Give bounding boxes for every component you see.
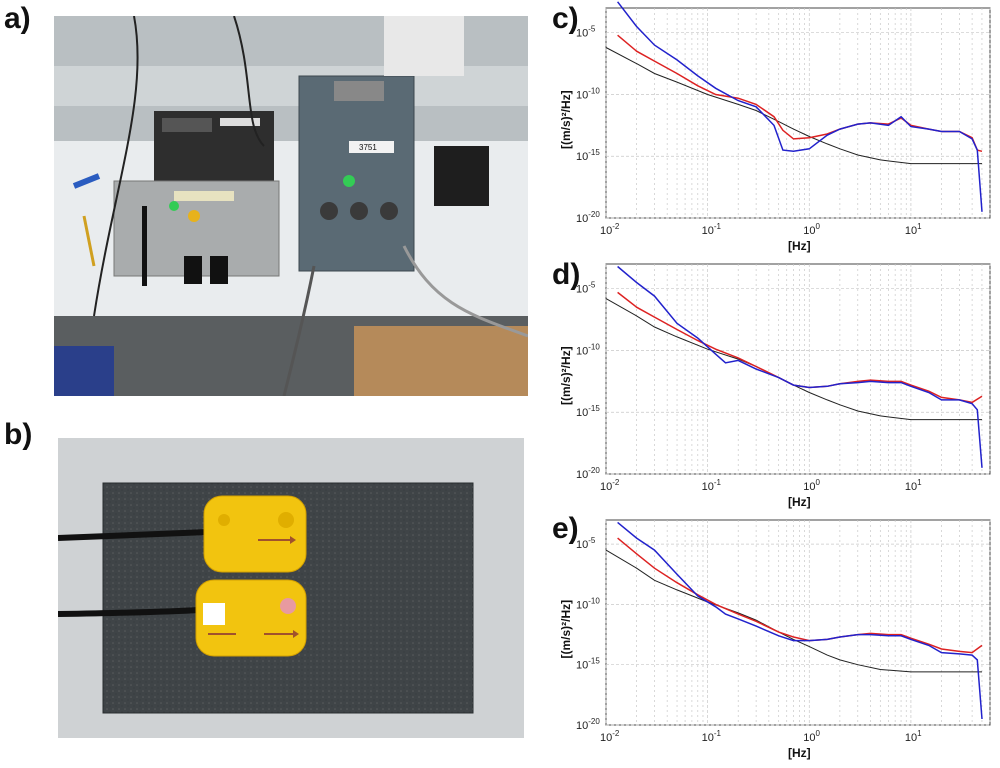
x-tick-label: 100: [803, 222, 820, 237]
panel-label-a: a): [4, 2, 31, 35]
panel-label-b: b): [4, 418, 33, 451]
y-tick-label: 10-10: [576, 596, 600, 611]
y-axis-label: [(m/s)²/Hz]: [559, 600, 573, 659]
psd-chart-c: 10-2 10-1 100 101 10-20 10-15 10-10 10-5 [Hz] [(m…: [556, 0, 1000, 256]
x-axis-label: [Hz]: [788, 239, 811, 253]
x-axis-label: [Hz]: [788, 746, 811, 760]
x-tick-label: 10-1: [702, 478, 722, 493]
plot-area: [605, 263, 991, 475]
device-label: 3751: [359, 143, 377, 152]
sensors-illustration: [58, 438, 524, 738]
series-line-blue: [617, 521, 983, 720]
y-tick-label: 10-20: [576, 210, 600, 225]
y-tick-label: 10-10: [576, 342, 600, 357]
x-tick-label: 10-2: [600, 729, 620, 744]
y-tick-label: 10-5: [576, 25, 596, 40]
y-tick-label: 10-20: [576, 717, 600, 732]
panel-label-e: e): [552, 512, 579, 545]
y-tick-label: 10-5: [576, 536, 596, 551]
series-line-black: [605, 549, 982, 673]
x-axis-label: [Hz]: [788, 495, 811, 509]
x-tick-label: 101: [905, 478, 922, 493]
series-line-black: [605, 298, 982, 421]
y-tick-label: 10-5: [576, 281, 596, 296]
lab-equipment-illustration: 3751: [54, 16, 528, 396]
y-axis-label: [(m/s)²/Hz]: [559, 90, 573, 149]
psd-chart-e: 10-2 10-1 100 101 10-20 10-15 10-10 10-5 [Hz] [(m…: [556, 512, 1000, 763]
psd-chart-d: 10-2 10-1 100 101 10-20 10-15 10-10 10-5 [Hz] [(m…: [556, 256, 1000, 512]
x-tick-label: 10-1: [702, 222, 722, 237]
y-tick-label: 10-15: [576, 148, 600, 163]
panel-label-c: c): [552, 2, 579, 35]
x-tick-label: 100: [803, 478, 820, 493]
photo-sensors-on-granite: [58, 438, 524, 738]
x-tick-label: 100: [803, 729, 820, 744]
x-tick-label: 10-1: [702, 729, 722, 744]
y-axis-label: [(m/s)²/Hz]: [559, 346, 573, 405]
y-tick-label: 10-10: [576, 86, 600, 101]
panel-label-d: d): [552, 258, 581, 291]
plot-area: [605, 519, 991, 726]
x-tick-label: 10-2: [600, 478, 620, 493]
x-tick-label: 10-2: [600, 222, 620, 237]
series-line-blue: [617, 265, 983, 468]
x-tick-label: 101: [905, 729, 922, 744]
y-tick-label: 10-15: [576, 404, 600, 419]
series-line-blue: [617, 1, 983, 212]
y-tick-label: 10-15: [576, 657, 600, 672]
y-tick-label: 10-20: [576, 466, 600, 481]
photo-lab-equipment: 3751: [54, 16, 528, 396]
series-line-black: [605, 47, 982, 165]
plot-area: [605, 7, 991, 219]
x-tick-label: 101: [905, 222, 922, 237]
